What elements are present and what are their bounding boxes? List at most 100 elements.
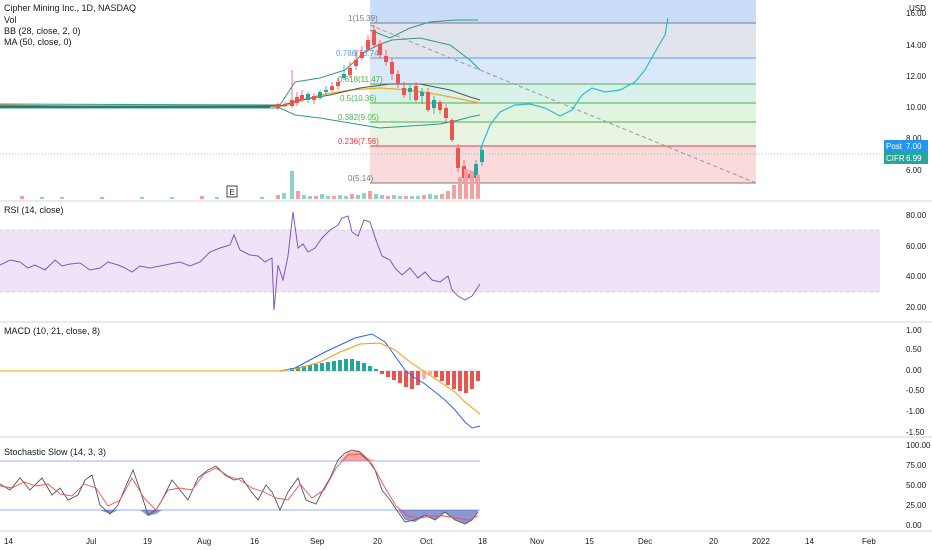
volume-bar <box>380 195 384 199</box>
candle <box>336 82 340 86</box>
macd-bar <box>416 371 420 385</box>
post-price-tag <box>884 140 928 152</box>
time-tick: Aug <box>197 537 211 546</box>
volume-bar <box>440 194 444 199</box>
rsi-tick: 40.00 <box>906 272 927 281</box>
volume-bar <box>100 197 104 199</box>
volume-bar <box>170 197 174 199</box>
candle <box>324 90 328 92</box>
volume-bar <box>200 196 204 199</box>
macd-bar <box>440 371 444 381</box>
macd-bar <box>470 371 474 389</box>
macd-bar <box>326 362 330 371</box>
macd-tick: -1.00 <box>906 407 925 416</box>
candle <box>432 100 436 108</box>
candle <box>290 100 294 106</box>
candle <box>414 86 418 100</box>
macd-bar <box>374 369 378 371</box>
bb-upper-right <box>369 19 478 39</box>
symbol-label: CIFR <box>886 154 905 163</box>
time-tick: 19 <box>143 537 152 546</box>
volume-bar <box>470 171 474 199</box>
volume-bar <box>308 196 312 199</box>
time-tick: 20 <box>373 537 382 546</box>
macd-bar <box>446 371 450 385</box>
macd-bar <box>422 371 426 379</box>
fib-zone-5 <box>370 122 756 146</box>
time-tick: 15 <box>585 537 594 546</box>
stoch-tick: 0.00 <box>906 521 922 530</box>
volume-bar <box>446 191 450 199</box>
time-tick: 2022 <box>752 537 770 546</box>
candle <box>348 68 352 75</box>
candle <box>396 74 400 84</box>
candle <box>420 92 424 96</box>
volume-bar <box>392 195 396 199</box>
fib-zone-6 <box>370 146 756 183</box>
fib-label-0: 0(5.14) <box>348 174 374 183</box>
macd-bar <box>344 359 348 371</box>
legend-bb: BB (28, close, 2, 0) <box>4 26 81 36</box>
earnings-badge[interactable] <box>226 185 238 198</box>
fib-label-0236: 0.236(7.56) <box>338 137 379 146</box>
time-tick: 20 <box>709 537 718 546</box>
rsi-title: RSI (14, close) <box>4 205 64 215</box>
stoch-title: Stochastic Slow (14, 3, 3) <box>4 447 106 457</box>
macd-bar <box>428 371 432 375</box>
volume-bar <box>276 195 280 199</box>
time-tick: Nov <box>530 537 544 546</box>
stoch-pane[interactable]: Stochastic Slow (14, 3, 3) 100.00 75.00 … <box>0 441 931 530</box>
volume-bar <box>434 195 438 199</box>
price-tick: 6.00 <box>906 166 922 175</box>
legend-vol: Vol <box>4 15 17 25</box>
rsi-line <box>0 211 481 311</box>
price-axis[interactable]: USD 16.00 14.00 12.00 10.00 8.00 6.00 Po… <box>884 4 928 175</box>
fib-label-0382: 0.382(9.05) <box>338 113 379 122</box>
volume-bar <box>356 195 360 199</box>
candle <box>390 62 394 74</box>
volume-bar <box>374 194 378 199</box>
volume-bar <box>464 169 468 199</box>
time-tick: 14 <box>4 537 13 546</box>
macd-bar <box>476 371 480 381</box>
rsi-pane[interactable]: RSI (14, close) 80.00 60.00 40.00 20.00 <box>0 205 927 312</box>
fib-zone-4 <box>370 103 756 122</box>
macd-bar <box>314 364 318 371</box>
price-tick: 16.00 <box>906 9 927 18</box>
candle <box>384 56 388 62</box>
volume-bar <box>40 197 44 199</box>
macd-pane[interactable]: MACD (10, 21, close, 8) 1.00 0.50 0.00 -… <box>0 326 925 437</box>
candle <box>342 74 346 78</box>
macd-bar <box>410 371 414 389</box>
macd-bar <box>308 365 312 371</box>
volume-bar <box>404 196 408 199</box>
rsi-band <box>0 230 880 292</box>
candle <box>330 86 334 90</box>
stoch-d-line <box>0 453 479 521</box>
macd-bar <box>380 371 384 374</box>
time-tick: Feb <box>862 537 876 546</box>
volume-bar <box>386 196 390 199</box>
time-axis[interactable]: 14 Jul 19 Aug 16 Sep 20 Oct 18 Nov 15 De… <box>4 537 876 546</box>
volume-bar <box>60 197 64 199</box>
macd-bar <box>302 366 306 371</box>
macd-bar <box>332 361 336 371</box>
legend-ma: MA (50, close, 0) <box>4 37 72 47</box>
signal-line <box>0 342 481 415</box>
candle <box>444 108 448 118</box>
fib-zone-1 <box>370 23 756 58</box>
projection-line[interactable] <box>479 17 669 151</box>
macd-tick: -1.50 <box>906 428 925 437</box>
bb-upper <box>0 37 481 106</box>
macd-bar <box>464 371 468 393</box>
volume-bar <box>410 196 414 199</box>
macd-bar <box>338 360 342 371</box>
candle <box>354 60 358 66</box>
price-tick: 14.00 <box>906 41 927 50</box>
price-tick: 8.00 <box>906 134 922 143</box>
volume-bar <box>398 196 402 199</box>
fib-zone-3 <box>370 84 756 103</box>
stoch-tick: 75.00 <box>906 461 927 470</box>
price-pane[interactable]: 1(15.39) 0.786(13.74) 0.618(11.47) 0.5(1… <box>0 0 880 199</box>
